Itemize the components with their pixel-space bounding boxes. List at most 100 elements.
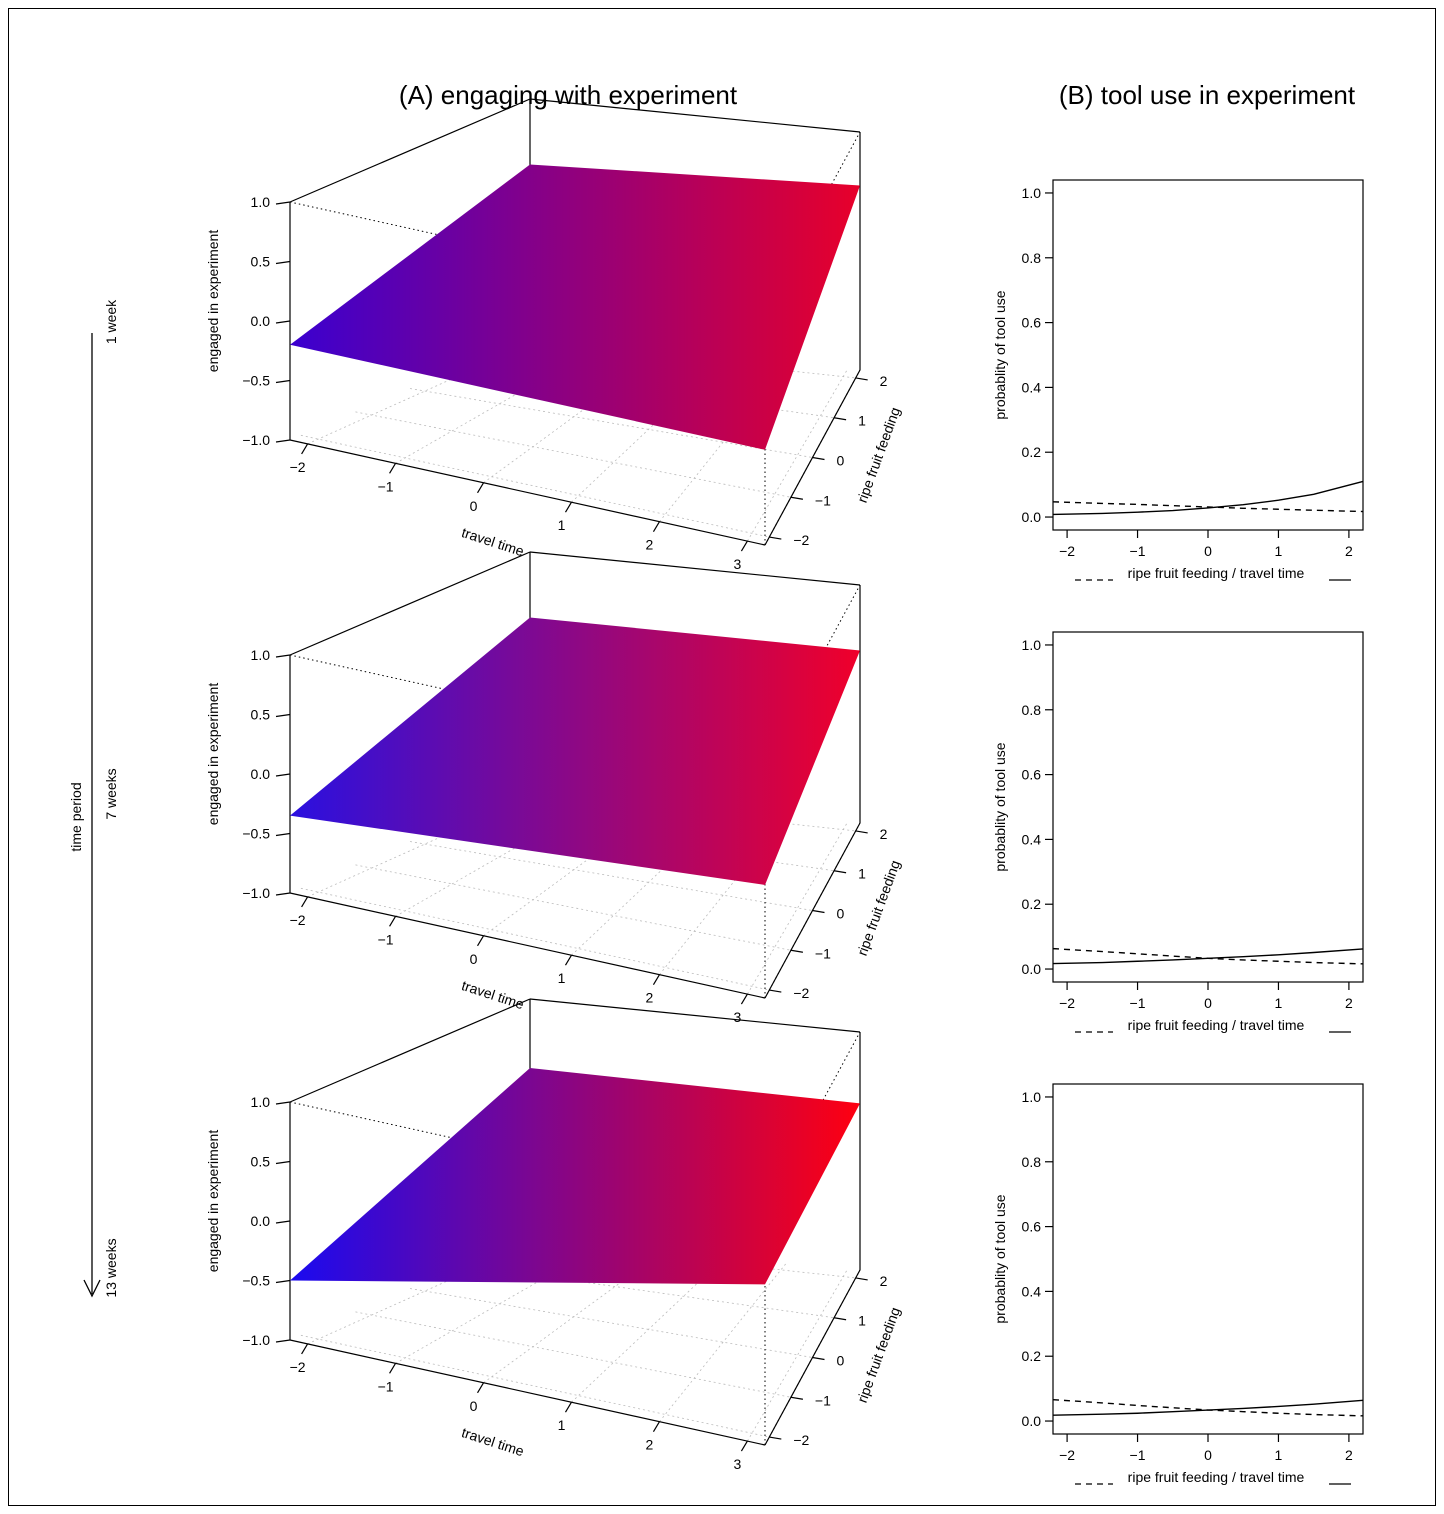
box-edge xyxy=(529,998,861,1033)
y-tick-label: 0.4 xyxy=(1022,831,1042,847)
x-tick-label: 3 xyxy=(734,1009,742,1025)
y-tick xyxy=(769,989,782,993)
floor-grid-y xyxy=(300,434,770,538)
floor-grid-x xyxy=(747,1268,849,1442)
x-tick-label: −2 xyxy=(1059,1447,1075,1463)
x-tick-label: 2 xyxy=(646,990,654,1006)
x-axis-label: ripe fruit feeding / travel time xyxy=(1128,1017,1305,1033)
series-dashed-line xyxy=(1052,1398,1364,1417)
y-axis-label: probablity of tool use xyxy=(992,290,1008,419)
x-tick-label: 0 xyxy=(470,951,478,967)
x-tick-label: 0 xyxy=(1204,1447,1212,1463)
y-tick xyxy=(812,909,825,914)
y-tick xyxy=(769,1436,782,1440)
x-tick-label: −2 xyxy=(290,459,306,475)
floor-grid-x xyxy=(747,821,849,995)
x-tick-label: 2 xyxy=(646,1437,654,1453)
y-tick xyxy=(855,1277,868,1281)
y-tick-label: 0 xyxy=(837,1353,845,1369)
z-tick xyxy=(275,713,291,718)
y-tick-label: 1.0 xyxy=(1022,637,1042,653)
z-tick-label: 0.5 xyxy=(251,1154,271,1170)
series-solid-line xyxy=(1052,480,1364,516)
floor-grid-y xyxy=(409,1288,813,1358)
x-tick xyxy=(389,916,397,927)
time-period-axis: time period 1 week 7 weeks 13 weeks xyxy=(68,299,119,1298)
z-tick-label: −0.5 xyxy=(242,826,270,842)
floor-grid-x xyxy=(659,1262,787,1422)
x-axis-label: travel time xyxy=(460,524,527,559)
x-tick xyxy=(740,993,748,1005)
x-tick xyxy=(301,443,309,455)
x-tick-label: −2 xyxy=(1059,543,1075,559)
line-plot-3: 0.0 0.2 0.4 0.6 0.8 1.0 −2 −1 0 1 2 probablity of t… xyxy=(992,1083,1364,1485)
y-tick xyxy=(790,496,804,500)
surface-plot-2: −1.0 −0.5 0.0 0.5 1.0 −2 −1 0 1 2 3 −2 −1 0 1 2 engaged … xyxy=(205,551,903,1025)
y-tick-label: −1 xyxy=(815,1392,831,1408)
floor-grid-x xyxy=(659,815,787,975)
z-tick xyxy=(275,892,291,896)
x-axis-label: ripe fruit feeding / travel time xyxy=(1128,565,1305,581)
box-edge xyxy=(529,551,861,586)
y-tick-label: 2 xyxy=(880,826,888,842)
y-tick-label: 0.8 xyxy=(1022,702,1042,718)
z-tick-label: 0.5 xyxy=(251,707,271,723)
x-tick-label: −1 xyxy=(1130,1447,1146,1463)
x-tick-label: 1 xyxy=(558,517,566,533)
y-tick xyxy=(790,949,804,953)
x-tick xyxy=(740,1440,748,1452)
y-tick xyxy=(812,1356,825,1361)
x-tick xyxy=(740,540,748,552)
floor-grid-x xyxy=(747,368,849,542)
y-axis-label: probablity of tool use xyxy=(992,1194,1008,1323)
z-axis-label: engaged in experiment xyxy=(205,683,221,826)
box-edge xyxy=(289,551,531,656)
y-tick-label: −1 xyxy=(815,492,831,508)
x-tick-label: 2 xyxy=(1345,1447,1353,1463)
y-tick xyxy=(855,830,868,834)
charts: −1.0 −0.5 0.0 0.5 1.0 −2 −1 0 1 2 3 −2 −1 0 1 2 engaged … xyxy=(205,98,1364,1485)
floor-grid-y xyxy=(355,411,791,498)
plot-frame xyxy=(1052,1083,1364,1435)
y-tick xyxy=(790,1396,804,1400)
x-tick-label: 1 xyxy=(558,970,566,986)
z-tick-label: −1.0 xyxy=(242,1332,270,1348)
box-edge xyxy=(289,998,531,1103)
line-plot-2: 0.0 0.2 0.4 0.6 0.8 1.0 −2 −1 0 1 2 probablity of t… xyxy=(992,631,1364,1033)
x-tick xyxy=(652,974,660,985)
y-tick-label: 1.0 xyxy=(1022,1089,1042,1105)
y-tick-label: 0.8 xyxy=(1022,250,1042,266)
y-tick-label: 1.0 xyxy=(1022,185,1042,201)
x-tick-label: 1 xyxy=(558,1417,566,1433)
y-tick xyxy=(833,870,847,874)
floor-grid-y xyxy=(464,1264,835,1319)
z-tick xyxy=(275,832,291,837)
y-tick xyxy=(855,377,868,381)
x-tick xyxy=(564,501,572,513)
z-tick-label: 0.0 xyxy=(251,766,271,782)
z-tick-label: −1.0 xyxy=(242,885,270,901)
period-label-2: 7 weeks xyxy=(103,768,119,819)
z-axis-label: engaged in experiment xyxy=(205,1130,221,1273)
floor-grid-y xyxy=(300,1334,770,1438)
x-tick xyxy=(389,1363,397,1374)
x-tick xyxy=(477,935,485,947)
z-tick xyxy=(275,379,291,384)
x-tick-label: −1 xyxy=(1130,543,1146,559)
z-tick xyxy=(275,320,291,324)
y-tick-label: 0 xyxy=(837,906,845,922)
z-tick-label: 1.0 xyxy=(251,647,271,663)
surface-plot-3: −1.0 −0.5 0.0 0.5 1.0 −2 −1 0 1 2 3 −2 −1 0 1 2 engaged … xyxy=(205,998,903,1472)
z-axis-label: engaged in experiment xyxy=(205,230,221,373)
x-tick-label: −2 xyxy=(290,1359,306,1375)
z-tick-label: −1.0 xyxy=(242,432,270,448)
x-tick xyxy=(477,482,485,494)
y-tick-label: 0.2 xyxy=(1022,896,1042,912)
y-tick-label: −2 xyxy=(793,532,809,548)
x-tick xyxy=(564,954,572,966)
y-tick xyxy=(769,536,782,540)
y-tick-label: 0.6 xyxy=(1022,315,1042,331)
z-tick xyxy=(275,201,291,205)
y-tick-label: −1 xyxy=(815,945,831,961)
y-tick-label: 0.4 xyxy=(1022,1283,1042,1299)
